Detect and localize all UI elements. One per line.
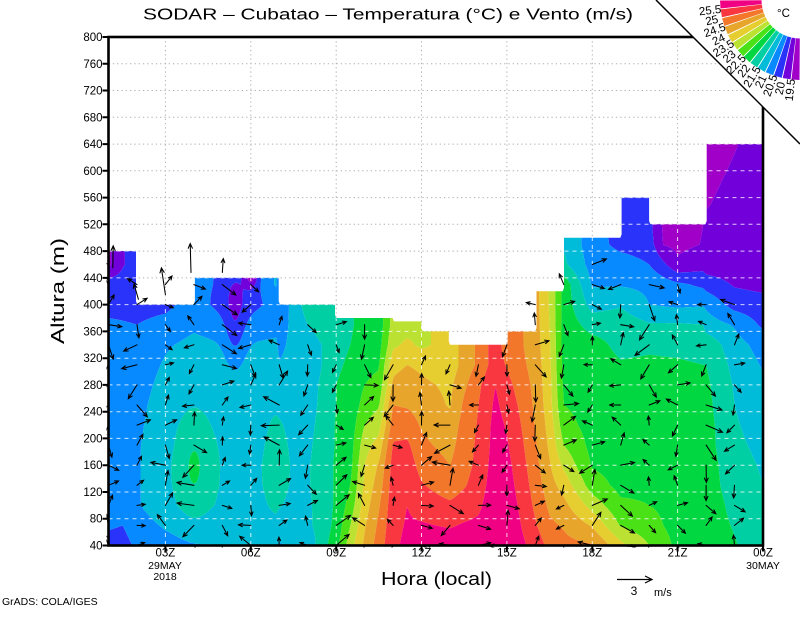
svg-text:SODAR – Cubatao – Temperat: SODAR – Cubatao – Temperatura (°C) e Ven… xyxy=(143,7,633,24)
svg-text:3: 3 xyxy=(631,584,638,598)
svg-text:21: 21 xyxy=(753,74,769,91)
svg-text:560: 560 xyxy=(83,193,102,205)
svg-text:30MAY: 30MAY xyxy=(746,560,780,572)
svg-text:19.5: 19.5 xyxy=(784,78,798,102)
svg-text:160: 160 xyxy=(83,460,102,472)
svg-text:520: 520 xyxy=(83,219,102,231)
svg-text:200: 200 xyxy=(83,433,102,445)
svg-text:440: 440 xyxy=(83,273,102,285)
svg-text:80: 80 xyxy=(90,514,103,526)
svg-text:720: 720 xyxy=(83,86,102,98)
svg-text:280: 280 xyxy=(83,380,102,392)
svg-text:24: 24 xyxy=(711,32,728,49)
svg-text:29MAY: 29MAY xyxy=(148,560,182,572)
svg-text:GrADS: COLA/IGES: GrADS: COLA/IGES xyxy=(2,596,98,608)
svg-text:320: 320 xyxy=(83,353,102,365)
svg-text:06Z: 06Z xyxy=(241,548,261,560)
svg-text:40: 40 xyxy=(90,541,103,553)
svg-text:760: 760 xyxy=(83,59,102,71)
svg-text:21Z: 21Z xyxy=(668,548,688,560)
svg-text:25.5: 25.5 xyxy=(698,4,722,18)
svg-text:12Z: 12Z xyxy=(412,548,432,560)
svg-text:640: 640 xyxy=(83,139,102,151)
svg-text:20: 20 xyxy=(774,81,789,96)
svg-text:680: 680 xyxy=(83,112,102,124)
svg-text:400: 400 xyxy=(83,300,102,312)
svg-text:Hora (local): Hora (local) xyxy=(381,569,492,589)
svg-text:360: 360 xyxy=(83,326,102,338)
svg-text:18Z: 18Z xyxy=(582,548,602,560)
svg-text:2018: 2018 xyxy=(153,571,177,583)
svg-text:00Z: 00Z xyxy=(753,548,773,560)
svg-text:m/s: m/s xyxy=(654,587,672,599)
svg-text:03Z: 03Z xyxy=(155,548,175,560)
svg-text:800: 800 xyxy=(83,32,102,44)
svg-text:480: 480 xyxy=(83,246,102,258)
svg-text:Altura (m): Altura (m) xyxy=(48,238,68,344)
svg-text:600: 600 xyxy=(83,166,102,178)
svg-text:15Z: 15Z xyxy=(497,548,517,560)
svg-text:09Z: 09Z xyxy=(326,548,346,560)
svg-text:240: 240 xyxy=(83,407,102,419)
svg-text:25: 25 xyxy=(704,14,719,29)
svg-text:120: 120 xyxy=(83,487,102,499)
svg-text:°C: °C xyxy=(777,8,790,20)
